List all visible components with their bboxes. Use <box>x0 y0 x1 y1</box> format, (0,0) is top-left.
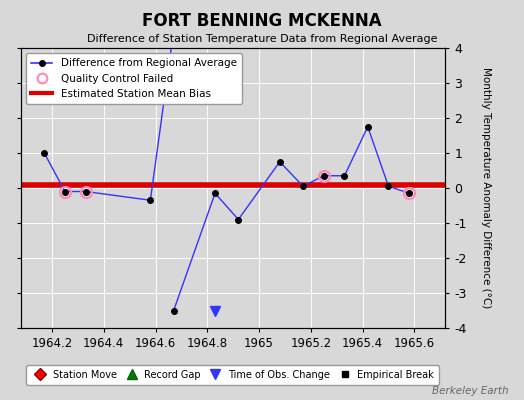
Legend: Station Move, Record Gap, Time of Obs. Change, Empirical Break: Station Move, Record Gap, Time of Obs. C… <box>26 365 439 385</box>
Text: Berkeley Earth: Berkeley Earth <box>432 386 508 396</box>
Text: FORT BENNING MCKENNA: FORT BENNING MCKENNA <box>142 12 382 30</box>
Y-axis label: Monthly Temperature Anomaly Difference (°C): Monthly Temperature Anomaly Difference (… <box>481 67 490 309</box>
Text: Difference of Station Temperature Data from Regional Average: Difference of Station Temperature Data f… <box>87 34 437 44</box>
